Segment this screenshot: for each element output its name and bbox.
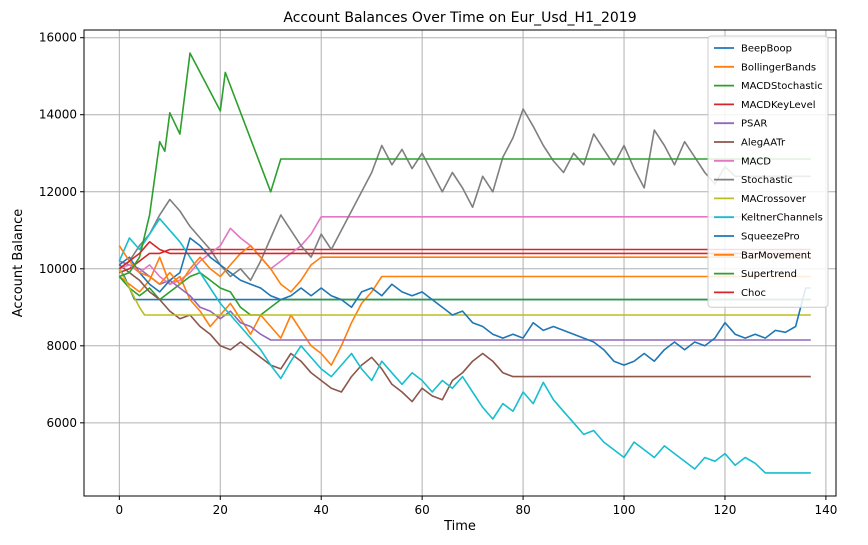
x-tick-label: 20 bbox=[213, 503, 228, 517]
x-axis-label: Time bbox=[443, 519, 476, 534]
legend-box bbox=[707, 35, 829, 308]
legend-label: BollingerBands bbox=[741, 62, 816, 73]
x-tick-label: 100 bbox=[613, 503, 636, 517]
legend-label: MACD bbox=[741, 156, 771, 167]
legend-label: Supertrend bbox=[741, 269, 797, 280]
x-tick-label: 40 bbox=[314, 503, 329, 517]
y-axis-label: Account Balance bbox=[11, 209, 26, 317]
legend-label: MACDKeyLevel bbox=[741, 100, 816, 111]
series-line-choc bbox=[118, 241, 811, 270]
legend-label: PSAR bbox=[741, 119, 767, 130]
series-line-stochastic bbox=[118, 108, 811, 282]
legend-label: SqueezePro bbox=[741, 232, 800, 243]
series-line-keltnerchannels bbox=[118, 217, 811, 474]
legend-label: MACrossover bbox=[741, 194, 807, 205]
legend-label: BeepBoop bbox=[741, 44, 792, 55]
legend-label: MACDStochastic bbox=[741, 81, 823, 92]
series-line-macdkeylevel bbox=[119, 248, 811, 274]
legend: BeepBoopBollingerBandsMACDStochasticMACD… bbox=[707, 35, 829, 308]
y-axis-ticks: 6000 8000 10000 12000 14000 16000 bbox=[39, 31, 84, 430]
y-tick-label: 14000 bbox=[39, 108, 77, 122]
series-layer bbox=[118, 52, 811, 474]
x-tick-label: 140 bbox=[814, 503, 837, 517]
series-line-macrossover bbox=[118, 268, 811, 316]
legend-label: AlegAATr bbox=[741, 138, 786, 149]
series-line-barmovement bbox=[118, 244, 811, 293]
x-axis-ticks: 0 20 40 60 80 100 120 140 bbox=[116, 496, 837, 517]
plot-frame bbox=[83, 29, 837, 497]
series-line-psar bbox=[119, 260, 811, 341]
x-tick-label: 80 bbox=[515, 503, 530, 517]
legend-label: Choc bbox=[741, 288, 766, 299]
series-line-supertrend bbox=[119, 52, 811, 278]
series-line-bollingerbands bbox=[118, 256, 811, 366]
x-tick-label: 0 bbox=[116, 503, 124, 517]
series-line-squeezepro bbox=[118, 237, 811, 366]
y-tick-label: 16000 bbox=[39, 31, 77, 45]
chart-title: Account Balances Over Time on Eur_Usd_H1… bbox=[283, 10, 636, 26]
y-tick-label: 8000 bbox=[46, 339, 77, 353]
series-line-alegaatr bbox=[118, 264, 811, 403]
y-tick-label: 10000 bbox=[39, 262, 77, 276]
legend-label: Stochastic bbox=[741, 175, 793, 186]
x-tick-label: 60 bbox=[415, 503, 430, 517]
y-tick-label: 6000 bbox=[46, 416, 77, 430]
legend-label: KeltnerChannels bbox=[741, 213, 823, 224]
x-tick-label: 120 bbox=[714, 503, 737, 517]
legend-label: BarMovement bbox=[741, 250, 811, 261]
y-tick-label: 12000 bbox=[39, 185, 77, 199]
series-line-macd bbox=[119, 216, 811, 286]
